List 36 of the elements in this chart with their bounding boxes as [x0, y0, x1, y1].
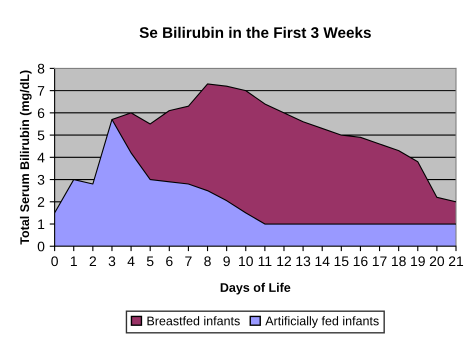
x-tick-label: 20	[430, 256, 444, 266]
y-tick-label: 7	[38, 86, 44, 96]
x-tick-label: 21	[448, 256, 464, 266]
y-tick-label: 3	[38, 174, 44, 185]
x-tick-label: 6	[166, 256, 173, 266]
x-tick-label: 17	[372, 256, 387, 266]
x-tick-label: 14	[316, 256, 330, 266]
legend-label: Breastfed infants	[147, 316, 240, 326]
y-tick-label: 1	[38, 219, 44, 230]
x-tick-label: 19	[411, 256, 425, 266]
legend-label: Artificially fed infants	[265, 316, 379, 328]
y-tick-label: 4	[38, 152, 44, 162]
x-tick-label: 1	[70, 256, 77, 266]
y-tick-label: 2	[38, 197, 44, 207]
x-tick-label: 8	[204, 256, 211, 266]
y-tick-label: 0	[38, 242, 44, 252]
x-tick-label: 7	[185, 256, 192, 266]
y-tick-label: 6	[38, 108, 44, 118]
x-tick-label: 16	[354, 256, 368, 266]
x-tick-label: 4	[128, 256, 135, 266]
x-tick-label: 0	[51, 256, 58, 266]
x-tick-label: 15	[334, 256, 348, 266]
x-tick-label: 13	[296, 256, 310, 266]
x-tick-label: 2	[90, 256, 96, 266]
y-tick-label: 5	[38, 130, 44, 140]
x-tick-label: 12	[277, 256, 292, 266]
x-tick-label: 10	[239, 256, 253, 266]
x-tick-label: 11	[258, 256, 272, 266]
y-axis-title: Total Serum Bilirubin (mg/dL)	[20, 70, 32, 245]
chart-title: Se Bilirubin in the First 3 Weeks	[140, 26, 371, 38]
x-tick-label: 18	[392, 256, 406, 266]
x-axis-title: Days of Life	[220, 282, 290, 294]
x-tick-label: 3	[108, 256, 116, 266]
x-tick-label: 9	[223, 256, 230, 266]
x-tick-label: 5	[146, 256, 154, 266]
y-tick-label: 8	[38, 64, 44, 74]
